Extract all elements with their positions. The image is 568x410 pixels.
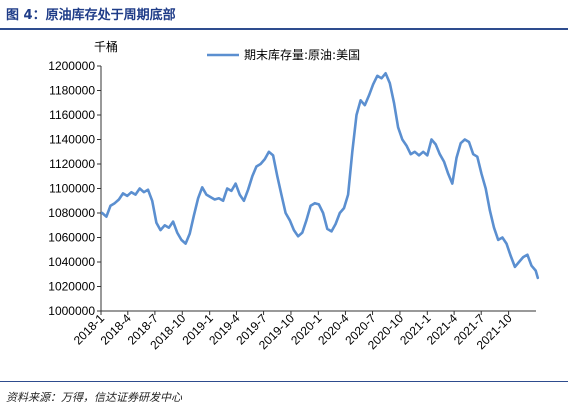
y-unit-label: 千桶: [94, 39, 118, 54]
y-tick-label: 1160000: [49, 108, 95, 122]
source-rule: [0, 381, 568, 382]
y-tick-label: 1200000: [48, 59, 95, 73]
title-rule: [0, 28, 568, 30]
legend: 期末库存量:原油:美国: [207, 47, 360, 62]
series-layer: [100, 72, 540, 280]
x-axis: 2018-12018-42018-72018-102019-12019-4201…: [71, 310, 536, 352]
y-tick-label: 1140000: [49, 133, 95, 147]
y-tick-label: 1100000: [49, 182, 95, 196]
series-line: [100, 72, 540, 280]
y-tick-label: 1060000: [48, 231, 95, 245]
y-tick-label: 1020000: [48, 280, 95, 294]
legend-label: 期末库存量:原油:美国: [244, 47, 360, 62]
source-note: 资料来源：万得，信达证券研发中心: [6, 391, 182, 404]
y-tick-label: 1180000: [49, 84, 95, 98]
y-tick-label: 1080000: [48, 206, 95, 220]
line-chart: 1000000 1020000 1040000 1060000 1080000 11000…: [48, 39, 540, 352]
y-tick-label: 1000000: [48, 304, 95, 318]
figure-title: 图 4：原油库存处于周期底部: [6, 8, 176, 23]
y-tick-label: 1040000: [48, 255, 95, 269]
y-axis: 1000000 1020000 1040000 1060000 1080000 11000…: [48, 59, 102, 318]
y-tick-label: 1120000: [49, 157, 95, 171]
